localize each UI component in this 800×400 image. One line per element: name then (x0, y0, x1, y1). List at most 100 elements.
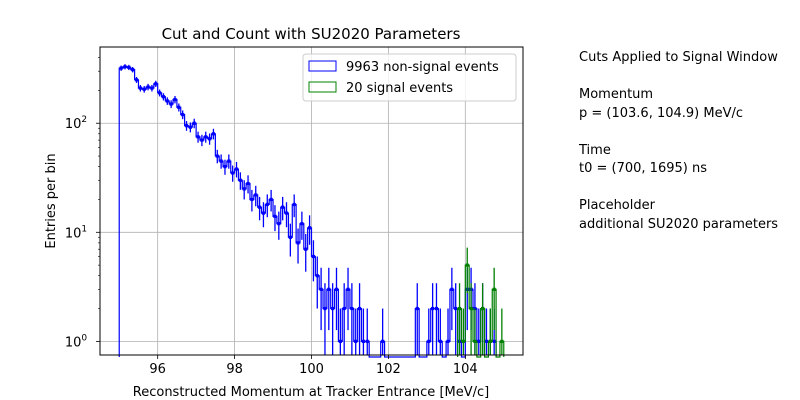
non-signal-bin-marker (173, 97, 177, 102)
non-signal-bin-marker (246, 181, 250, 186)
non-signal-bin-marker (311, 254, 316, 259)
signal-bin-marker (469, 306, 473, 311)
non-signal-bin-marker (211, 132, 216, 136)
x-tick-label: 104 (453, 362, 478, 377)
non-signal-bin-marker (292, 202, 296, 207)
x-tick-label: 98 (226, 362, 243, 377)
axis-layer: 96 98 100 102 104 100 101 102 (65, 57, 478, 377)
non-signal-histogram-outline (118, 66, 497, 358)
legend-label-signal: 20 signal events (346, 81, 453, 96)
signal-bin-marker (465, 263, 469, 267)
non-signal-bin-marker (231, 171, 235, 175)
non-signal-bin-marker (346, 287, 350, 291)
y-tick-label: 102 (65, 115, 87, 132)
non-signal-bin-marker (123, 65, 127, 69)
non-signal-bin-marker (319, 287, 323, 291)
non-signal-bin-marker (315, 274, 319, 278)
non-signal-bin-marker (161, 95, 166, 99)
non-signal-bin-marker (192, 121, 196, 125)
non-signal-bin-marker (200, 138, 204, 142)
non-signal-bin-marker (431, 306, 435, 311)
time-value: t0 = (700, 1695) ns (579, 161, 707, 176)
chart-title: Cut and Count with SU2020 Parameters (162, 25, 461, 43)
non-signal-bin-marker (434, 306, 439, 311)
non-signal-bin-marker (131, 68, 135, 72)
non-signal-bin-marker (296, 241, 300, 245)
non-signal-bin-marker (334, 287, 339, 291)
placeholder-value: additional SU2020 parameters (579, 216, 779, 232)
non-signal-bin-marker (223, 165, 227, 169)
non-signal-bin-marker (134, 78, 139, 82)
non-signal-bin-marker (350, 306, 354, 311)
non-signal-bin-marker (204, 135, 208, 139)
non-signal-bin-marker (242, 187, 246, 191)
non-signal-bin-marker (261, 211, 266, 215)
non-signal-bin-marker (146, 85, 150, 89)
non-signal-bin-marker (492, 339, 496, 343)
non-signal-bin-marker (219, 159, 223, 163)
non-signal-bin-marker (158, 91, 162, 95)
legend: 9963 non-signal events 20 signal events (302, 53, 517, 102)
y-tick-label: 101 (65, 224, 87, 241)
non-signal-bin-marker (238, 178, 242, 182)
legend-label-non-signal: 9963 non-signal events (346, 60, 499, 75)
non-signal-bin-marker (446, 339, 450, 343)
non-signal-bin-marker (281, 205, 285, 209)
non-signal-bin-marker (361, 339, 366, 343)
cuts-info-panel: Cuts Applied to Signal Window Momentum p… (579, 49, 799, 234)
non-signal-bin-marker (254, 193, 258, 197)
signal-bin-marker (492, 287, 496, 291)
signal-bin-marker (473, 339, 477, 343)
non-signal-bin-marker (277, 222, 281, 226)
non-signal-bin-marker (331, 306, 335, 311)
non-signal-bin-marker (484, 339, 489, 343)
non-signal-bin-marker (354, 339, 358, 343)
momentum-value: p = (103.6, 104.9) MeV/c (579, 105, 744, 121)
non-signal-bin-marker (454, 306, 458, 311)
legend-swatch-signal (308, 81, 337, 93)
y-axis-label: Entries per bin (44, 153, 59, 248)
non-signal-bin-marker (269, 197, 273, 202)
non-signal-bin-marker (142, 87, 146, 91)
momentum-label: Momentum (579, 87, 654, 102)
non-signal-bin-marker (265, 202, 269, 207)
non-signal-bin-marker (257, 205, 262, 209)
cuts-heading: Cuts Applied to Signal Window (579, 50, 778, 65)
signal-bin-marker (481, 306, 485, 311)
non-signal-bin-marker (288, 235, 292, 239)
non-signal-bin-marker (450, 287, 454, 291)
non-signal-bin-marker (169, 102, 173, 106)
non-signal-bin-marker (184, 124, 189, 128)
x-tick-label: 96 (149, 362, 166, 377)
x-tick-label: 102 (376, 362, 401, 377)
non-signal-bin-marker (127, 65, 131, 70)
non-signal-bin-marker (323, 306, 327, 311)
non-signal-bin-marker (181, 112, 185, 117)
non-signal-bin-marker (300, 222, 304, 226)
non-signal-bin-marker (138, 86, 142, 90)
series-layer (118, 64, 505, 358)
non-signal-bin-marker (273, 214, 277, 218)
non-signal-bin-marker (119, 66, 123, 70)
non-signal-bin-marker (338, 339, 342, 343)
non-signal-bin-marker (357, 306, 362, 311)
non-signal-bin-marker (165, 99, 169, 103)
non-signal-bin-marker (215, 154, 219, 158)
signal-bin-marker (457, 306, 462, 311)
non-signal-bin-marker (342, 306, 346, 311)
non-signal-bin-marker (381, 339, 385, 343)
non-signal-bin-marker (327, 287, 331, 291)
time-label: Time (579, 142, 611, 158)
x-tick-label: 100 (299, 362, 324, 377)
signal-bin-marker (488, 339, 492, 343)
non-signal-bin-marker (250, 197, 254, 202)
non-signal-bin-marker (227, 159, 231, 163)
non-signal-bin-marker (307, 226, 312, 230)
non-signal-bin-marker (196, 135, 200, 139)
non-signal-bin-marker (188, 125, 192, 129)
placeholder-label: Placeholder (579, 198, 655, 213)
non-signal-bin-marker (207, 137, 212, 141)
y-tick-label: 100 (65, 333, 88, 350)
non-signal-bin-marker (150, 86, 154, 90)
